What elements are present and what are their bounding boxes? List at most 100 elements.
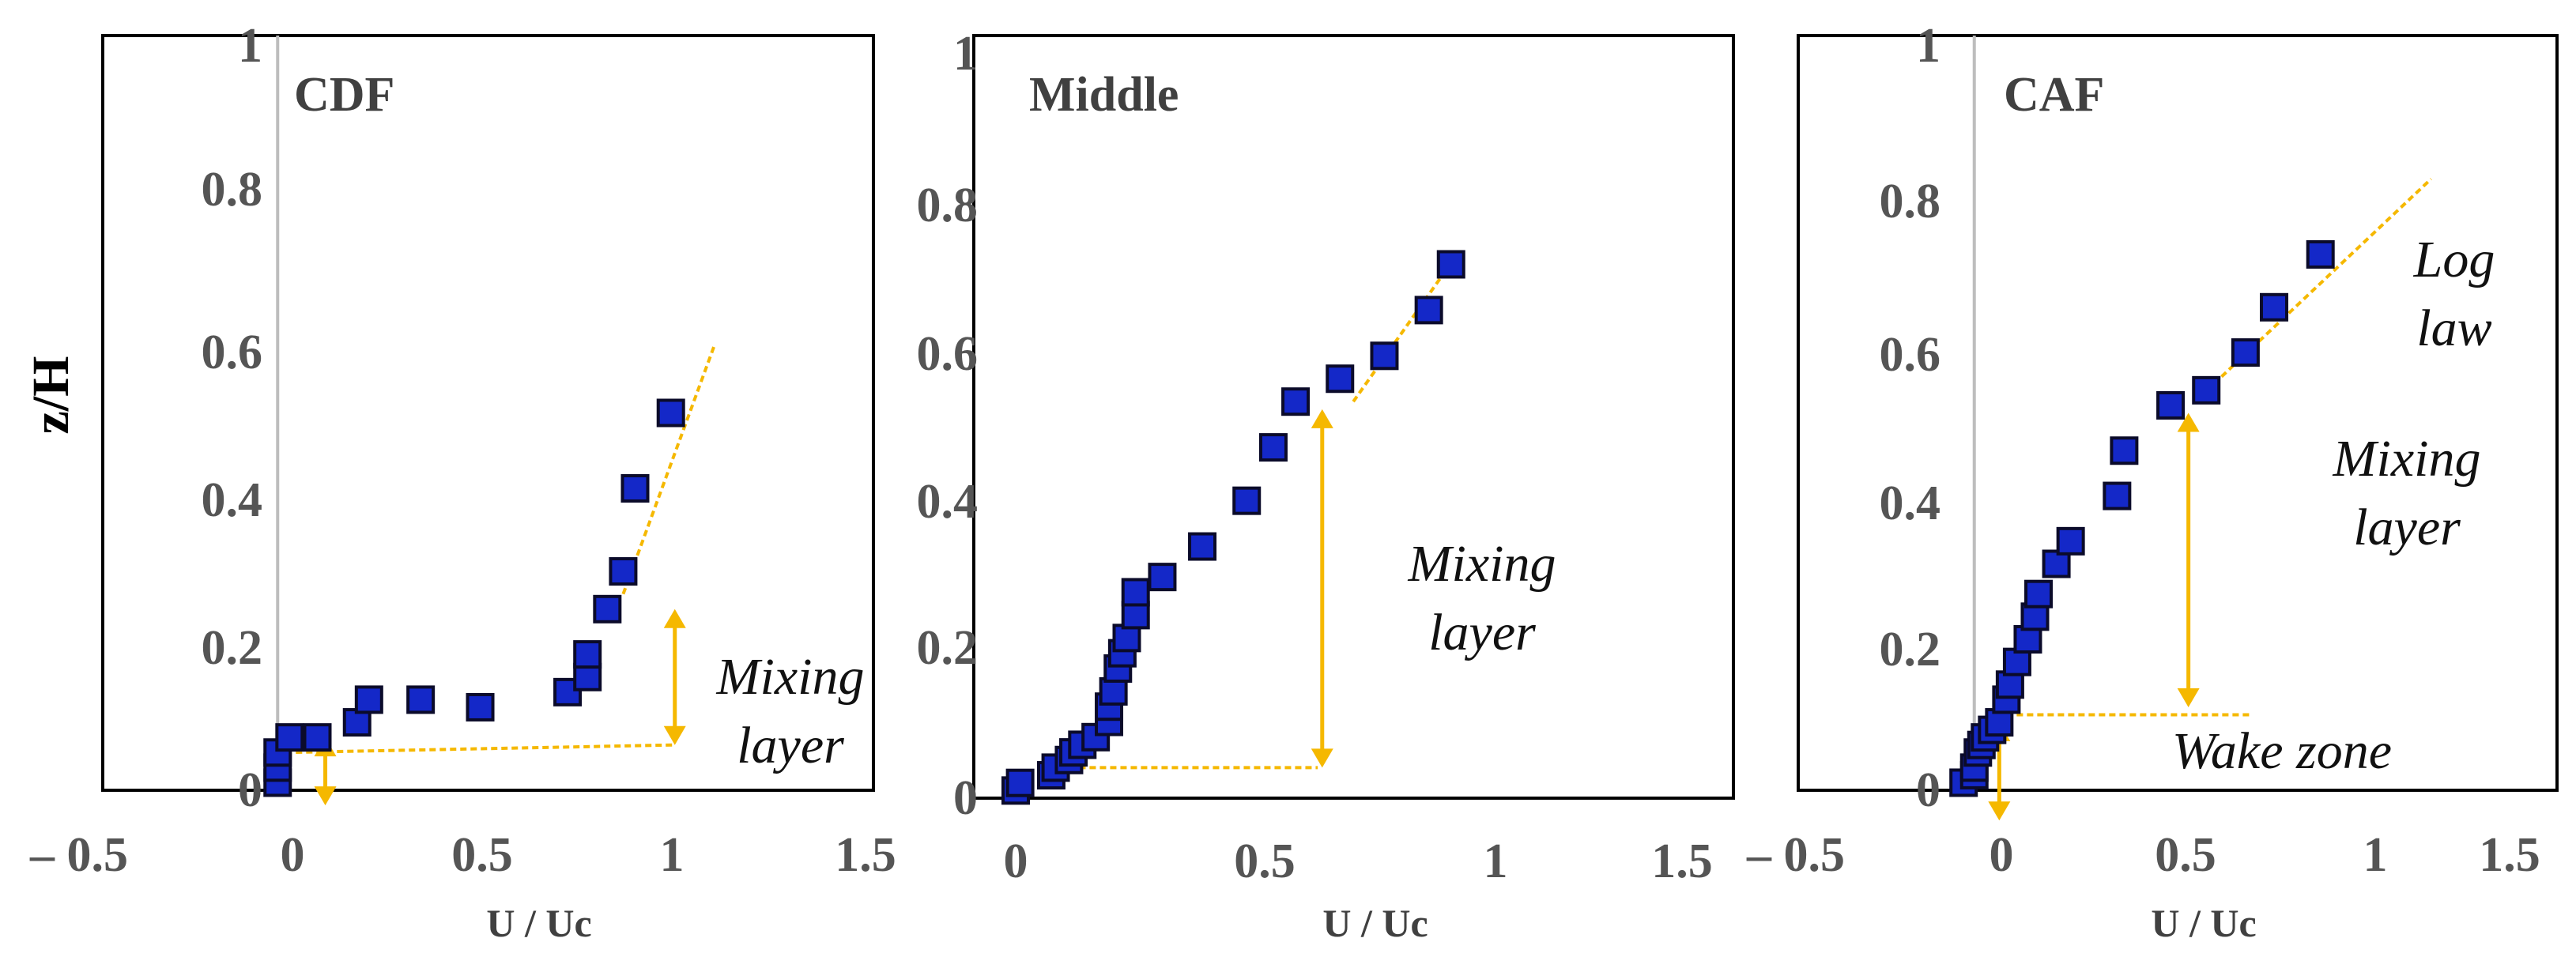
x-tick-label: – 0.5 xyxy=(29,828,128,882)
arrowhead-down xyxy=(314,786,337,806)
y-tick-label: 0 xyxy=(1916,763,1940,817)
data-point xyxy=(1326,364,1355,394)
y-tick-label: 0.8 xyxy=(1880,175,1941,228)
y-tick-label: 0.6 xyxy=(202,326,263,379)
y-tick-label: 0.6 xyxy=(917,327,979,381)
data-point xyxy=(406,685,436,714)
x-tick-label: 0.5 xyxy=(2155,828,2216,882)
annotation-line: Mixing xyxy=(2333,430,2481,488)
annotation-text: Mixing layer xyxy=(2333,430,2481,556)
data-point xyxy=(1121,601,1150,630)
data-point xyxy=(1436,250,1465,279)
x-tick-label: 0.5 xyxy=(451,828,513,882)
annotation-line: Mixing xyxy=(1408,535,1556,593)
x-tick-label: 1.5 xyxy=(835,828,896,882)
arrowhead-down xyxy=(663,725,686,745)
chart-panel-caf: 0 0.2 0.4 0.6 0.8 1 – 0.5 0 0.5 1 1.5 CAF U / Uc Log l… xyxy=(1746,19,2559,945)
chart-panel-cdf: 0 0.2 0.4 0.6 0.8 1 – 0.5 0 0.5 1 1.5 CDF U / Uc Mixi… xyxy=(29,19,896,945)
arrowhead-down xyxy=(1311,748,1333,768)
data-point xyxy=(303,723,332,752)
plot-frame xyxy=(101,34,875,792)
y-tick-label: 1 xyxy=(238,19,262,73)
y-tick-label: 1 xyxy=(953,27,978,81)
log-law-guide-line xyxy=(621,344,716,595)
data-point xyxy=(2156,390,2186,420)
arrowhead-down xyxy=(2177,688,2200,707)
data-point xyxy=(1005,768,1035,797)
plot-frame xyxy=(1797,34,2559,792)
x-axis-label: U / Uc xyxy=(1322,901,1428,945)
data-point xyxy=(1232,486,1262,515)
x-tick-label: 1 xyxy=(660,828,685,882)
arrowhead-down xyxy=(1988,801,2011,821)
data-point xyxy=(609,557,638,586)
log-law-guide-line xyxy=(1352,255,1458,403)
annotation-text: Mixing layer xyxy=(716,648,865,774)
annotation-line: Wake zone xyxy=(2172,722,2392,780)
data-point xyxy=(1258,433,1288,462)
y-tick-label: 0.2 xyxy=(202,621,263,675)
arrowhead-up xyxy=(663,608,686,628)
data-point xyxy=(593,594,622,624)
y-tick-label: 0.2 xyxy=(1880,623,1941,676)
annotation-text: Wake zone xyxy=(2172,722,2392,780)
annotation-line: law xyxy=(2416,300,2491,357)
data-point xyxy=(2192,375,2221,405)
x-axis-label: U / Uc xyxy=(486,901,591,945)
y-tick-label: 0 xyxy=(238,763,262,817)
annotation-text: Mixing layer xyxy=(1408,535,1556,661)
data-point xyxy=(1281,387,1311,416)
annotation-line: Mixing xyxy=(716,648,865,706)
data-point xyxy=(656,398,685,428)
annotation-line: Log xyxy=(2413,231,2495,288)
data-point xyxy=(620,474,650,503)
panel-title: CDF xyxy=(294,68,394,122)
data-point xyxy=(354,685,383,714)
annotation-line: layer xyxy=(737,717,844,774)
data-point xyxy=(1148,563,1177,592)
x-axis-label: U / Uc xyxy=(2151,901,2256,945)
x-tick-label: 1.5 xyxy=(2479,828,2540,882)
x-tick-label: 0 xyxy=(281,828,305,882)
data-point xyxy=(2231,338,2260,367)
panel-title: CAF xyxy=(2004,68,2104,122)
y-tick-label: 0.6 xyxy=(1880,328,1941,382)
y-axis-label: z/H xyxy=(22,356,80,435)
data-point xyxy=(2260,292,2289,322)
data-point xyxy=(1121,578,1150,607)
data-point xyxy=(275,723,304,752)
data-point xyxy=(2110,436,2139,465)
mixing-layer-bound-line xyxy=(285,743,675,755)
y-tick-label: 0.4 xyxy=(917,475,979,529)
data-point xyxy=(1188,532,1217,561)
y-tick-label: 0.2 xyxy=(917,621,979,675)
data-point xyxy=(2103,481,2132,510)
data-point xyxy=(2056,526,2085,556)
x-tick-label: 1 xyxy=(1484,834,1508,888)
data-point xyxy=(2024,579,2054,608)
data-point xyxy=(1414,296,1443,325)
arrowhead-up xyxy=(1311,409,1333,428)
x-tick-label: – 0.5 xyxy=(1746,828,1845,882)
chart-panel-middle: 0 0.2 0.4 0.6 0.8 1 0 0.5 1 1.5 Middle U / Uc Mixing… xyxy=(917,27,1735,945)
data-point xyxy=(1370,341,1399,371)
x-tick-label: 1.5 xyxy=(1651,834,1713,888)
y-tick-label: 0.8 xyxy=(202,163,263,217)
data-point xyxy=(2306,239,2335,269)
y-tick-label: 0.4 xyxy=(1880,477,1941,530)
panel-title: Middle xyxy=(1029,68,1179,122)
x-tick-label: 1 xyxy=(2363,828,2388,882)
annotation-line: layer xyxy=(2353,499,2461,556)
x-tick-label: 0.5 xyxy=(1234,834,1296,888)
data-point xyxy=(1112,624,1141,653)
x-tick-label: 0 xyxy=(1990,828,2014,882)
y-tick-label: 1 xyxy=(1916,19,1940,73)
plot-frame xyxy=(972,34,1735,800)
y-tick-label: 0.8 xyxy=(917,179,979,232)
annotation-line: layer xyxy=(1428,604,1536,661)
annotation-text: Log law xyxy=(2413,231,2495,357)
arrowhead-up xyxy=(2177,413,2200,432)
x-tick-label: 0 xyxy=(1004,834,1028,888)
y-tick-label: 0.4 xyxy=(202,473,263,527)
